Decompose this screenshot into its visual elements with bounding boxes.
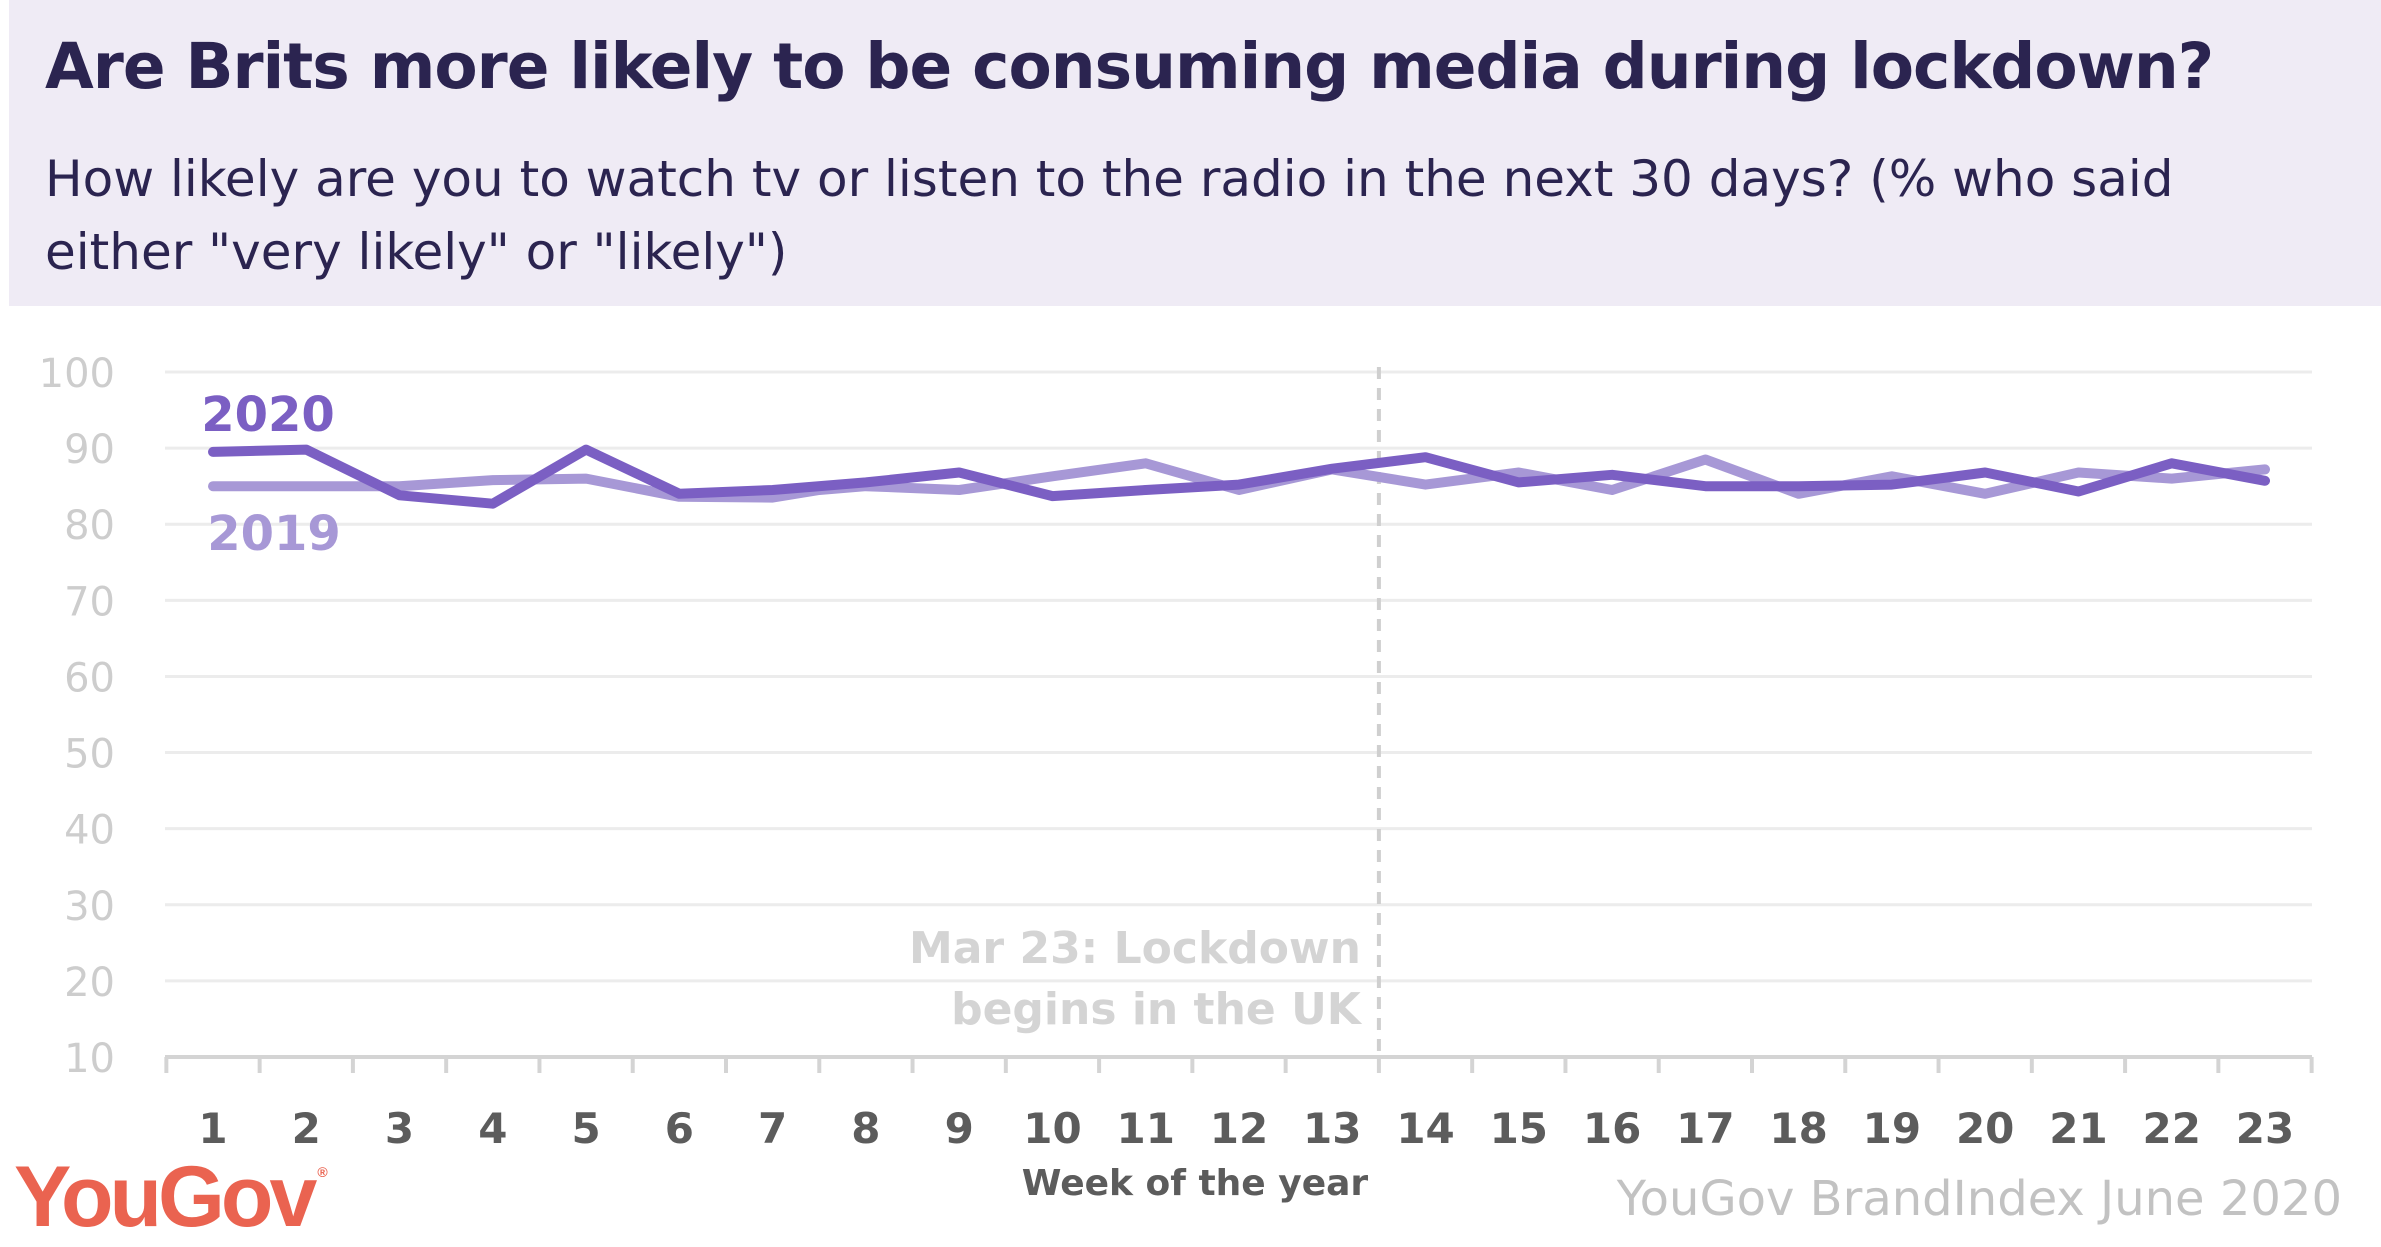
x-tick-label-14: 14 bbox=[1396, 1104, 1454, 1153]
x-tick-label-19: 19 bbox=[1863, 1104, 1921, 1153]
y-tick-label-60: 60 bbox=[64, 655, 115, 701]
chart-subtitle: How likely are you to watch tv or listen… bbox=[45, 150, 2174, 281]
x-tick-label-4: 4 bbox=[478, 1104, 507, 1153]
y-tick-label-20: 20 bbox=[64, 960, 115, 1006]
y-tick-label-10: 10 bbox=[64, 1036, 115, 1082]
x-tick-label-17: 17 bbox=[1676, 1104, 1734, 1153]
x-tick-label-11: 11 bbox=[1117, 1104, 1175, 1153]
x-tick-label-18: 18 bbox=[1769, 1104, 1827, 1153]
x-tick-label-23: 23 bbox=[2236, 1104, 2294, 1153]
x-tick-label-9: 9 bbox=[945, 1104, 974, 1153]
y-tick-label-30: 30 bbox=[64, 884, 115, 930]
x-tick-label-5: 5 bbox=[571, 1104, 600, 1153]
x-tick-label-6: 6 bbox=[665, 1104, 694, 1153]
lockdown-annotation-line-1: Mar 23: Lockdown bbox=[909, 923, 1361, 974]
chart-header: Are Brits more likely to be consuming me… bbox=[9, 0, 2381, 306]
x-tick-label-16: 16 bbox=[1583, 1104, 1641, 1153]
series-label-2019: 2019 bbox=[207, 506, 341, 562]
x-tick-label-12: 12 bbox=[1210, 1104, 1268, 1153]
x-tick-label-1: 1 bbox=[198, 1104, 227, 1153]
x-tick-label-20: 20 bbox=[1956, 1104, 2014, 1153]
x-tick-label-15: 15 bbox=[1490, 1104, 1548, 1153]
x-tick-label-2: 2 bbox=[292, 1104, 321, 1153]
chart-title: Are Brits more likely to be consuming me… bbox=[45, 30, 2214, 103]
y-tick-label-50: 50 bbox=[64, 732, 115, 778]
x-tick-label-21: 21 bbox=[2049, 1104, 2107, 1153]
x-tick-label-8: 8 bbox=[851, 1104, 880, 1153]
yougov-logo: YouGov ® bbox=[14, 1149, 328, 1245]
x-tick-label-22: 22 bbox=[2143, 1104, 2201, 1153]
series-line-2020 bbox=[208, 444, 2270, 509]
y-tick-label-70: 70 bbox=[64, 579, 115, 625]
y-tick-label-80: 80 bbox=[64, 503, 115, 549]
x-tick-label-10: 10 bbox=[1023, 1104, 1081, 1153]
source-note: YouGov BrandIndex June 2020 bbox=[1616, 1171, 2342, 1227]
y-tick-label-90: 90 bbox=[64, 427, 115, 473]
x-tick-label-3: 3 bbox=[385, 1104, 414, 1153]
lockdown-annotation-line-2: begins in the UK bbox=[951, 984, 1363, 1035]
y-tick-label-100: 100 bbox=[39, 351, 115, 397]
x-tick-label-13: 13 bbox=[1303, 1104, 1361, 1153]
x-tick-label-7: 7 bbox=[758, 1104, 787, 1153]
series-label-2020: 2020 bbox=[201, 387, 335, 443]
y-tick-label-40: 40 bbox=[64, 808, 115, 854]
x-axis-title: Week of the year bbox=[1022, 1163, 1369, 1204]
